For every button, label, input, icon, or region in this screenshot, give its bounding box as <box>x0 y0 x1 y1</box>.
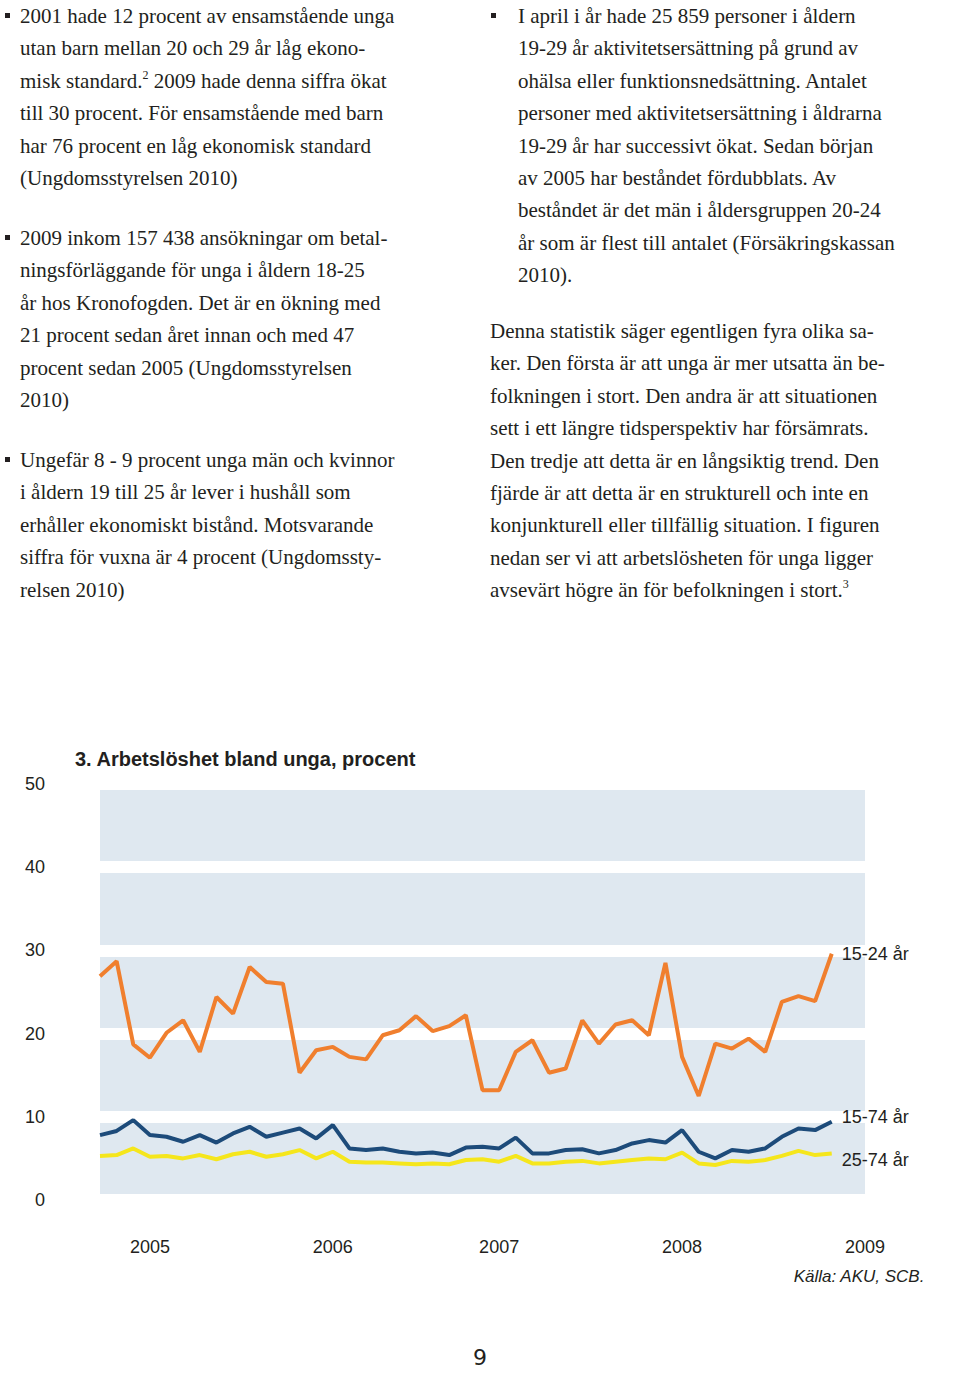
html-text:folkningen i stort. Den andra: folkningen i stort. Den andra är att sit… <box>490 383 878 408</box>
html-text:2010): 2010) <box>20 388 69 412</box>
html-text:avsevärt högre än för befolkni: avsevärt högre än för befolkningen i sto… <box>490 577 849 603</box>
svg-text:15-74 år: 15-74 år <box>842 1107 909 1127</box>
html-text:av 2005 har beståndet fördubbl: av 2005 har beståndet fördubblats. Av <box>518 166 836 190</box>
html-text:ningsförläggande för unga i ål: ningsförläggande för unga i åldern 18-25 <box>20 258 365 283</box>
svg-text:50: 50 <box>25 774 45 794</box>
html-text:misk standard.2: misk standard.2 <box>20 67 149 93</box>
svg-text:2005: 2005 <box>130 1237 170 1257</box>
html-text:21 procent sedan året innan oc: 21 procent sedan året innan och med 47 <box>20 323 355 348</box>
html-text:siffra för vuxna är 4 procent: siffra för vuxna är 4 procent (Ungdomsst… <box>20 545 382 570</box>
html-text:personer med aktivitetsersättn: personer med aktivitetsersättning i åldr… <box>518 101 882 126</box>
html-text:fjärde är att detta är en stru: fjärde är att detta är en strukturell oc… <box>490 481 869 505</box>
svg-text:15-24 år: 15-24 år <box>842 944 909 964</box>
html-text:19-29 år har successivt ökat.: 19-29 år har successivt ökat. Sedan börj… <box>518 133 874 158</box>
html-text:år som är flest till antalet (: år som är flest till antalet (Försäkring… <box>518 230 895 255</box>
html-text:relsen 2010): relsen 2010) <box>20 577 125 602</box>
html-text:sett i ett längre tidsperspekt: sett i ett längre tidsperspektiv har för… <box>490 416 869 441</box>
svg-text:20: 20 <box>25 1024 45 1044</box>
svg-text:2007: 2007 <box>479 1237 519 1257</box>
html-text:nedan ser vi att arbetslöshete: nedan ser vi att arbetslösheten för unga… <box>490 545 874 570</box>
html-text:har 76 procent en låg ekonomis: har 76 procent en låg ekonomisk standard <box>20 133 372 158</box>
svg-text:2009: 2009 <box>845 1237 885 1257</box>
html-text:2010).: 2010). <box>518 263 573 288</box>
html-text:19-29 år aktivitetsersättning: 19-29 år aktivitetsersättning på grund a… <box>518 36 858 61</box>
html-text:I april i år hade 25 859 perso: I april i år hade 25 859 personer i ålde… <box>518 4 856 28</box>
svg-text:0: 0 <box>35 1190 45 1210</box>
svg-text:Källa: AKU, SCB.: Källa: AKU, SCB. <box>794 1267 925 1286</box>
html-text:i åldern 19 till 25 år lever i: i åldern 19 till 25 år lever i hushåll s… <box>20 480 351 505</box>
html-text:9: 9 <box>473 1345 487 1370</box>
html-text:konjunkturell eller tillfällig: konjunkturell eller tillfällig situation… <box>490 513 880 538</box>
html-text:2009 hade denna siffra ökat: 2009 hade denna siffra ökat <box>148 68 387 93</box>
svg-text:25-74 år: 25-74 år <box>842 1150 909 1170</box>
html-text:till 30 procent. För ensamståe: till 30 procent. För ensamstående med ba… <box>20 101 384 126</box>
html-text:beståndet är det män i åldersg: beståndet är det män i åldersgruppen 20-… <box>518 198 881 223</box>
svg-text:10: 10 <box>25 1107 45 1127</box>
html-text:år hos Kronofogden. Det är en: år hos Kronofogden. Det är en ökning med <box>20 290 381 315</box>
html-text:(Ungdomsstyrelsen 2010): (Ungdomsstyrelsen 2010) <box>20 166 238 190</box>
html-text:ohälsa eller funktionsnedsättn: ohälsa eller funktionsnedsättning. Antal… <box>518 68 867 93</box>
html-text:Denna statistik säger egentlig: Denna statistik säger egentligen fyra ol… <box>490 319 874 343</box>
svg-text:30: 30 <box>25 940 45 960</box>
html-text:2001 hade 12 procent av ensams: 2001 hade 12 procent av ensamstående ung… <box>20 4 395 28</box>
svg-text:40: 40 <box>25 857 45 877</box>
html-text:procent sedan 2005 (Ungdomssty: procent sedan 2005 (Ungdomsstyrelsen <box>20 355 352 380</box>
html-text:2009 inkom 157 438 ansökningar: 2009 inkom 157 438 ansökningar om betal- <box>20 226 388 250</box>
html-text:utan barn mellan 20 och 29 år: utan barn mellan 20 och 29 år låg ekono- <box>20 36 366 61</box>
html-text:Ungefär 8 - 9 procent unga män: Ungefär 8 - 9 procent unga män och kvinn… <box>20 448 395 472</box>
svg-text:2006: 2006 <box>313 1237 353 1257</box>
svg-text:3. Arbetslöshet bland unga, pr: 3. Arbetslöshet bland unga, procent <box>75 748 416 770</box>
svg-text:2008: 2008 <box>662 1237 702 1257</box>
html-text:Den tredje att detta är en lån: Den tredje att detta är en långsiktig tr… <box>490 448 879 473</box>
html-text:erhåller ekonomiskt bistånd. M: erhåller ekonomiskt bistånd. Motsvarande <box>20 512 374 537</box>
html-text:ker. Den första är att unga är: ker. Den första är att unga är mer utsat… <box>490 351 885 376</box>
